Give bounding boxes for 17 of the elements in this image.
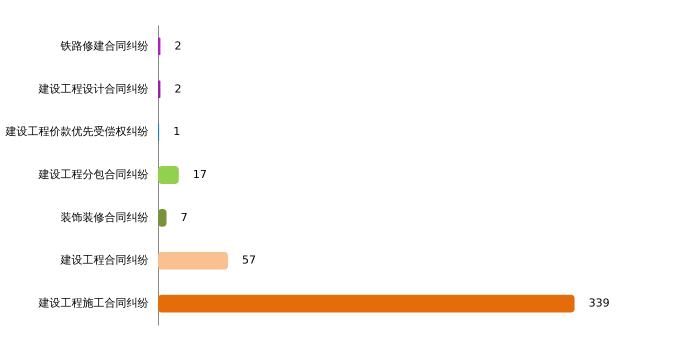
y-tick-label: 装饰装修合同纠纷 xyxy=(60,210,148,224)
y-tick-label: 建设工程分包合同纠纷 xyxy=(38,168,148,181)
y-tick-label: 铁路修建合同纠纷 xyxy=(60,39,148,52)
bar xyxy=(158,294,575,313)
data-label: 57 xyxy=(242,254,256,267)
data-label: 1 xyxy=(173,125,180,138)
y-tick-label: 建设工程设计合同纠纷 xyxy=(38,82,148,96)
data-label: 339 xyxy=(588,296,610,310)
y-tick-label: 建设工程价款优先受偿权纠纷 xyxy=(4,125,148,138)
data-label: 2 xyxy=(174,82,182,96)
data-label: 2 xyxy=(174,39,182,52)
y-tick-label: 建设工程施工合同纠纷 xyxy=(38,296,148,310)
data-label: 17 xyxy=(192,168,207,181)
bar xyxy=(158,166,179,184)
bar xyxy=(158,252,228,270)
data-label: 7 xyxy=(180,210,188,224)
y-tick-label: 建设工程合同纠纷 xyxy=(60,254,148,267)
